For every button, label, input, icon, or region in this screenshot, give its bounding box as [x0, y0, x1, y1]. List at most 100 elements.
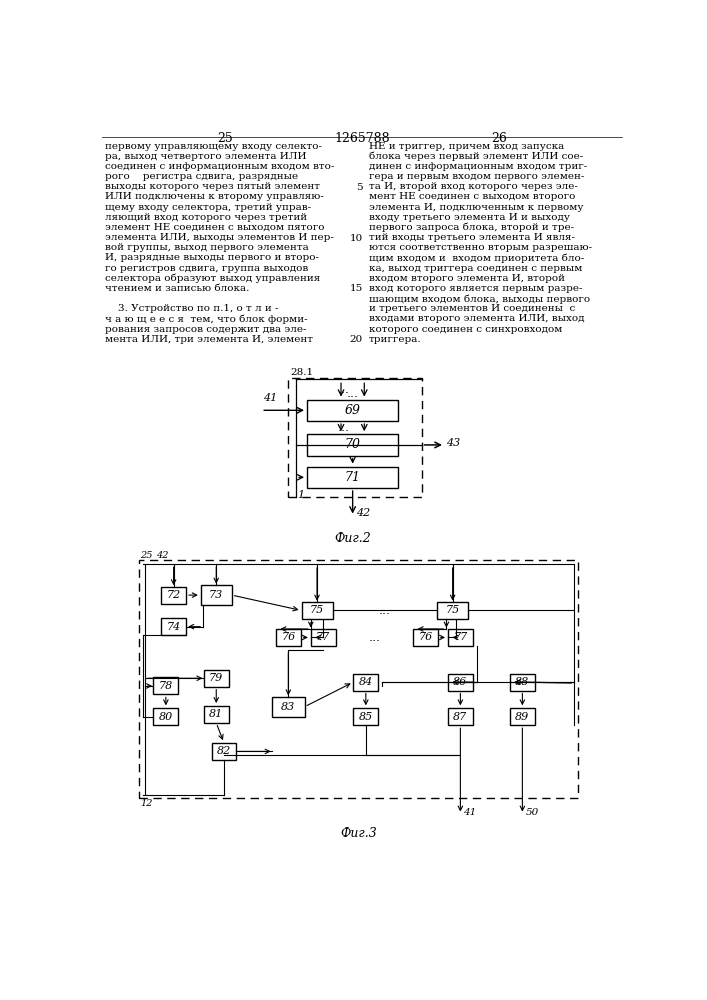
Text: 3. Устройство по п.1, о т л и -: 3. Устройство по п.1, о т л и - — [105, 304, 279, 313]
Text: 77: 77 — [453, 632, 467, 642]
Text: 77: 77 — [316, 632, 330, 642]
Bar — [211, 743, 236, 760]
Text: соединен с информационным входом вто-: соединен с информационным входом вто- — [105, 162, 335, 171]
Bar — [153, 677, 178, 694]
Text: 80: 80 — [159, 712, 173, 722]
Text: рого    регистра сдвига, разрядные: рого регистра сдвига, разрядные — [105, 172, 298, 181]
Text: 76: 76 — [419, 632, 433, 642]
Text: ка, выход триггера соединен с первым: ка, выход триггера соединен с первым — [369, 264, 583, 273]
Text: 10: 10 — [349, 234, 363, 243]
Text: 79: 79 — [209, 673, 223, 683]
Text: 42: 42 — [156, 551, 168, 560]
Bar — [276, 629, 300, 646]
Text: входу третьего элемента И и выходу: входу третьего элемента И и выходу — [369, 213, 570, 222]
Text: Фиг.3: Фиг.3 — [340, 827, 377, 840]
Text: ИЛИ подключены к второму управляю-: ИЛИ подключены к второму управляю- — [105, 192, 325, 201]
Bar — [510, 708, 534, 725]
Text: 85: 85 — [358, 712, 373, 722]
Text: 28.1: 28.1 — [290, 368, 313, 377]
Text: 84: 84 — [358, 677, 373, 687]
Text: ...: ... — [368, 631, 380, 644]
Text: НЕ и триггер, причем вход запуска: НЕ и триггер, причем вход запуска — [369, 142, 564, 151]
Text: 20: 20 — [349, 335, 363, 344]
Text: 70: 70 — [344, 438, 361, 451]
Text: 1265788: 1265788 — [334, 132, 390, 145]
Bar — [288, 378, 421, 497]
Bar — [153, 708, 178, 725]
Bar — [161, 618, 186, 635]
Bar — [307, 400, 398, 421]
Text: Фиг.2: Фиг.2 — [334, 532, 371, 545]
Text: 5: 5 — [356, 183, 363, 192]
Text: 41: 41 — [263, 393, 277, 403]
Text: 81: 81 — [209, 709, 223, 719]
Bar — [413, 629, 438, 646]
Text: 75: 75 — [445, 605, 460, 615]
Text: 25: 25 — [140, 551, 153, 560]
Text: первого запроса блока, второй и тре-: первого запроса блока, второй и тре- — [369, 223, 574, 232]
Text: шающим входом блока, выходы первого: шающим входом блока, выходы первого — [369, 294, 590, 304]
Text: 75: 75 — [310, 605, 324, 615]
Text: 42: 42 — [356, 508, 370, 518]
Text: 88: 88 — [515, 677, 530, 687]
Text: щим входом и  входом приоритета бло-: щим входом и входом приоритета бло- — [369, 253, 584, 263]
Text: 76: 76 — [281, 632, 296, 642]
Text: 41: 41 — [464, 808, 477, 817]
Bar — [448, 708, 473, 725]
Text: 1: 1 — [298, 490, 305, 500]
Bar — [448, 674, 473, 691]
Text: ...: ... — [346, 387, 358, 400]
Text: элемент НЕ соединен с выходом пятого: элемент НЕ соединен с выходом пятого — [105, 223, 325, 232]
Text: 83: 83 — [281, 702, 296, 712]
Bar — [204, 670, 228, 687]
Text: рования запросов содержит два эле-: рования запросов содержит два эле- — [105, 325, 307, 334]
Text: 69: 69 — [344, 404, 361, 417]
Text: входом второго элемента И, второй: входом второго элемента И, второй — [369, 274, 565, 283]
Text: 12: 12 — [140, 799, 153, 808]
Text: 74: 74 — [167, 622, 181, 632]
Text: мент НЕ соединен с выходом второго: мент НЕ соединен с выходом второго — [369, 192, 575, 201]
Text: блока через первый элемент ИЛИ сое-: блока через первый элемент ИЛИ сое- — [369, 152, 583, 161]
Bar — [307, 466, 398, 488]
Text: ...: ... — [337, 421, 349, 434]
Bar — [301, 602, 332, 619]
Text: гера и первым входом первого элемен-: гера и первым входом первого элемен- — [369, 172, 584, 181]
Text: 26: 26 — [491, 132, 507, 145]
Text: чтением и записью блока.: чтением и записью блока. — [105, 284, 250, 293]
Text: ...: ... — [337, 383, 349, 396]
Text: тий входы третьего элемента И явля-: тий входы третьего элемента И явля- — [369, 233, 575, 242]
Bar — [161, 587, 186, 604]
Text: 82: 82 — [217, 746, 231, 756]
Text: селектора образуют выход управления: селектора образуют выход управления — [105, 274, 321, 283]
Text: 43: 43 — [446, 438, 461, 448]
Text: ляющий вход которого через третий: ляющий вход которого через третий — [105, 213, 308, 222]
Text: вход которого является первым разре-: вход которого является первым разре- — [369, 284, 583, 293]
Text: входами второго элемента ИЛИ, выход: входами второго элемента ИЛИ, выход — [369, 314, 585, 323]
Text: 78: 78 — [159, 681, 173, 691]
Text: ются соответственно вторым разрешаю-: ются соответственно вторым разрешаю- — [369, 243, 592, 252]
Text: вой группы, выход первого элемента: вой группы, выход первого элемента — [105, 243, 309, 252]
Bar — [307, 434, 398, 456]
Text: 15: 15 — [349, 284, 363, 293]
Bar — [354, 674, 378, 691]
Bar — [448, 629, 473, 646]
Text: выходы которого через пятый элемент: выходы которого через пятый элемент — [105, 182, 320, 191]
Text: первому управляющему входу селекто-: первому управляющему входу селекто- — [105, 142, 322, 151]
Text: которого соединен с синхровходом: которого соединен с синхровходом — [369, 325, 562, 334]
Text: элемента ИЛИ, выходы элементов И пер-: элемента ИЛИ, выходы элементов И пер- — [105, 233, 334, 242]
Bar — [510, 674, 534, 691]
Text: триггера.: триггера. — [369, 335, 421, 344]
Text: щему входу селектора, третий управ-: щему входу селектора, третий управ- — [105, 203, 312, 212]
Text: та И, второй вход которого через эле-: та И, второй вход которого через эле- — [369, 182, 578, 191]
Text: 72: 72 — [167, 590, 181, 600]
Bar — [272, 697, 305, 717]
Bar — [204, 706, 228, 723]
Text: 89: 89 — [515, 712, 530, 722]
Text: 73: 73 — [209, 590, 223, 600]
Text: 71: 71 — [344, 471, 361, 484]
Text: и третьего элементов И соединены  с: и третьего элементов И соединены с — [369, 304, 575, 313]
Text: элемента И, подключенным к первому: элемента И, подключенным к первому — [369, 203, 583, 212]
Text: мента ИЛИ, три элемента И, элемент: мента ИЛИ, три элемента И, элемент — [105, 335, 313, 344]
Bar — [354, 708, 378, 725]
Text: 86: 86 — [453, 677, 467, 687]
